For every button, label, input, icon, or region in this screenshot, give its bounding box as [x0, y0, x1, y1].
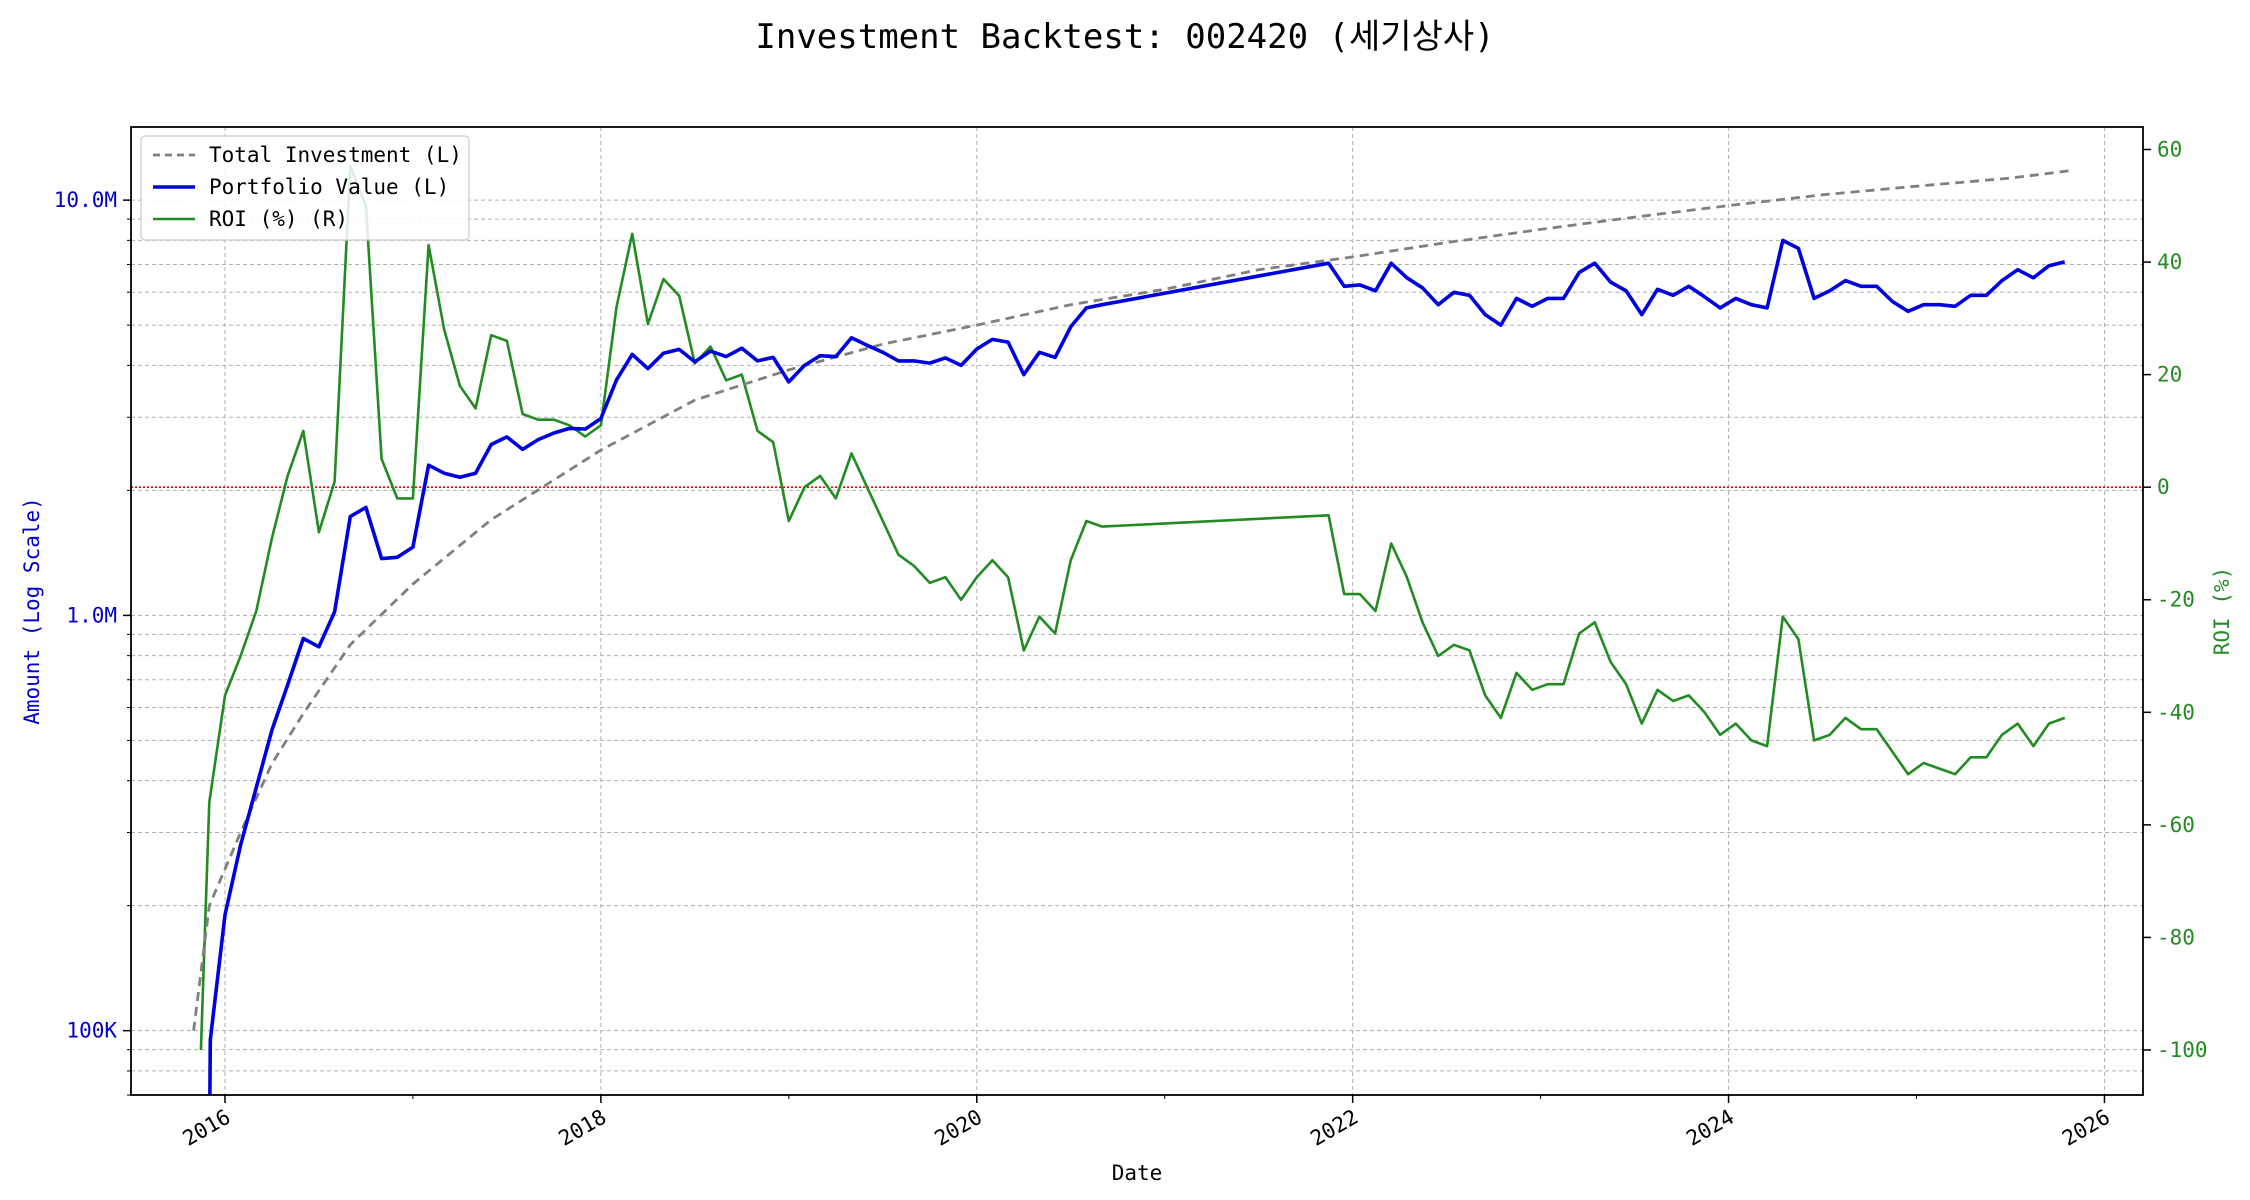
legend-label: ROI (%) (R)	[209, 207, 348, 231]
left-tick-label: 1.0M	[66, 603, 117, 627]
series-line-1	[208, 238, 2066, 1095]
x-tick-label: 2024	[1682, 1105, 1738, 1151]
legend-label: Total Investment (L)	[209, 143, 462, 167]
x-tick-label: 2026	[2058, 1105, 2114, 1151]
series-lines	[131, 165, 2143, 1095]
plot-frame	[130, 126, 2144, 1096]
series-line-2	[199, 165, 2066, 1051]
left-tick-label: 100K	[66, 1019, 117, 1043]
x-tick-label: 2018	[555, 1105, 611, 1151]
chart-title: Investment Backtest: 002420 (세기상사)	[755, 17, 1494, 57]
axis-ticks: 100K 1.0M 10.0M 60 40 20 0 -20 -40 -60 -80 -100 2016…	[54, 138, 2208, 1151]
right-tick-label: 0	[2157, 475, 2170, 499]
x-tick-label: 2016	[179, 1105, 235, 1151]
right-tick-label: -100	[2157, 1038, 2208, 1062]
right-y-axis-label: ROI (%)	[2210, 567, 2234, 656]
right-tick-label: 20	[2157, 363, 2182, 387]
gridlines	[131, 127, 2143, 1096]
legend-label: Portfolio Value (L)	[209, 175, 449, 199]
x-tick-label: 2022	[1306, 1105, 1362, 1151]
right-tick-label: 60	[2157, 138, 2182, 162]
left-tick-label: 10.0M	[54, 188, 117, 212]
right-tick-label: -80	[2157, 925, 2195, 949]
right-tick-label: 40	[2157, 250, 2182, 274]
legend: Total Investment (L) Portfolio Value (L) R…	[140, 135, 470, 241]
right-tick-label: -20	[2157, 588, 2195, 612]
x-axis-label: Date	[1112, 1161, 1163, 1185]
legend-box	[140, 135, 470, 241]
x-tick-label: 2020	[930, 1105, 986, 1151]
plot-area	[131, 165, 2143, 1095]
right-tick-label: -60	[2157, 813, 2195, 837]
series-line-0	[192, 168, 2074, 1031]
right-tick-label: -40	[2157, 700, 2195, 724]
left-y-axis-label: Amount (Log Scale)	[20, 497, 44, 725]
